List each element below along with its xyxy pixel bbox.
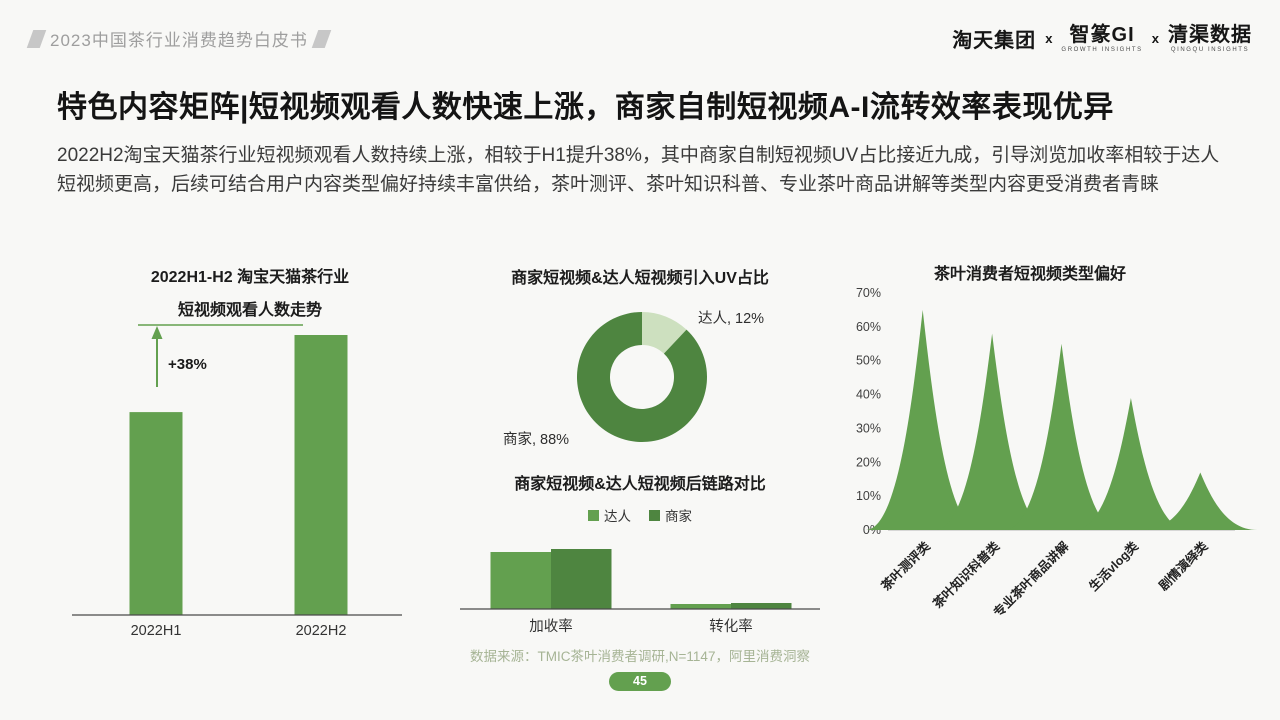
logo-zhizhuan-tagline: GROWTH INSIGHTS xyxy=(1061,46,1143,53)
svg-text:+38%: +38% xyxy=(168,356,207,373)
chart-uv-share xyxy=(577,312,707,442)
chart-post-link-legend: 达人 商家 xyxy=(450,505,830,525)
donut-label-daren: 达人, 12% xyxy=(698,311,765,327)
svg-text:茶叶知识科普类: 茶叶知识科普类 xyxy=(929,538,1003,612)
slide-header: 2023中国茶行业消费趋势白皮书 xyxy=(26,26,332,51)
logo-qingqu-tagline: QINGQU INSIGHTS xyxy=(1170,46,1250,53)
legend-label-daren: 达人 xyxy=(604,509,631,524)
svg-text:70%: 70% xyxy=(856,286,881,300)
svg-text:50%: 50% xyxy=(856,354,881,368)
svg-text:10%: 10% xyxy=(856,489,881,503)
chart-post-link-title: 商家短视频&达人短视频后链路对比 xyxy=(514,476,766,493)
logo-taotian: 淘天集团 xyxy=(952,30,1037,52)
source-note: 数据来源：TMIC茶叶消费者调研,N=1147，阿里消费洞察 xyxy=(470,649,810,664)
svg-text:2022H1: 2022H1 xyxy=(131,623,182,639)
chart-views-trend: 2022H1 2022H2 +38% xyxy=(72,324,402,639)
chart-views-trend-title-line2: 短视频观看人数走势 xyxy=(177,302,322,319)
chart-type-preference: 70%60%50%40%30%20%10%0%茶叶测评类茶叶知识科普类专业茶叶商… xyxy=(856,286,1258,620)
svg-text:生活vlog类: 生活vlog类 xyxy=(1086,538,1142,594)
header-slash-left-icon xyxy=(26,29,47,48)
legend-swatch-shangjia xyxy=(649,509,660,521)
legend-swatch-daren xyxy=(588,509,599,521)
svg-text:专业茶叶商品讲解: 专业茶叶商品讲解 xyxy=(990,538,1072,620)
svg-text:40%: 40% xyxy=(856,388,881,402)
svg-text:30%: 30% xyxy=(856,421,881,435)
chart-type-preference-title: 茶叶消费者短视频类型偏好 xyxy=(933,266,1126,283)
svg-text:2022H2: 2022H2 xyxy=(296,623,347,639)
logo-separator-2: x xyxy=(1151,31,1159,46)
donut-label-shangjia: 商家, 88% xyxy=(503,432,570,448)
svg-text:20%: 20% xyxy=(856,455,881,469)
svg-text:剧情演绎类: 剧情演绎类 xyxy=(1156,538,1211,593)
svg-text:加收率: 加收率 xyxy=(529,618,573,635)
logo-zhizhuan-name: 智篆GI xyxy=(1069,23,1135,46)
logo-qingqu: 清渠数据 QINGQU INSIGHTS xyxy=(1168,25,1252,53)
legend-label-shangjia: 商家 xyxy=(665,509,692,524)
logo-qingqu-name: 清渠数据 xyxy=(1168,23,1252,46)
svg-text:60%: 60% xyxy=(856,320,881,334)
chart-views-trend-title-line1: 2022H1-H2 淘宝天猫茶行业 xyxy=(150,269,350,286)
logo-lockup: 淘天集团 x 智篆GI GROWTH INSIGHTS x 清渠数据 QINGQ… xyxy=(952,24,1252,53)
logo-separator-1: x xyxy=(1045,31,1053,46)
svg-text:茶叶测评类: 茶叶测评类 xyxy=(877,538,933,594)
chart-uv-share-title: 商家短视频&达人短视频引入UV占比 xyxy=(511,270,769,287)
legend-item-daren: 达人 xyxy=(588,505,631,525)
header-slash-right-icon xyxy=(311,29,332,48)
page-title: 特色内容矩阵|短视频观看人数快速上涨，商家自制短视频A-I流转效率表现优异 xyxy=(57,91,1114,124)
svg-text:转化率: 转化率 xyxy=(709,618,753,635)
logo-zhizhuan: 智篆GI GROWTH INSIGHTS xyxy=(1061,25,1142,53)
chart-post-link: 加收率 转化率 xyxy=(460,549,820,635)
page-number-badge: 45 xyxy=(609,672,671,691)
deck-title: 2023中国茶行业消费趋势白皮书 xyxy=(50,31,308,50)
body-paragraph: 2022H2淘宝天猫茶行业短视频观看人数持续上涨，相较于H1提升38%，其中商家… xyxy=(57,145,1220,195)
legend-item-shangjia: 商家 xyxy=(649,505,692,525)
